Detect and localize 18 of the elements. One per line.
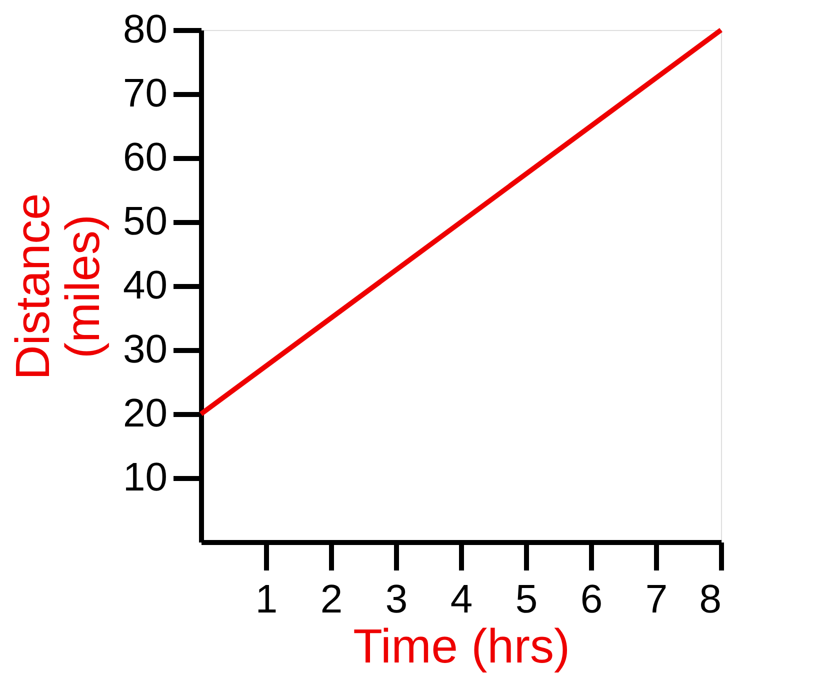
y-axis-title: Distance (miles) <box>7 193 110 380</box>
y-tick-label: 30 <box>123 328 168 372</box>
x-tick-label: 5 <box>515 578 538 622</box>
x-tick-label: 3 <box>385 578 408 622</box>
y-tick-label: 20 <box>123 392 168 436</box>
x-tick-label: 2 <box>320 578 343 622</box>
y-tick-label: 40 <box>123 264 168 308</box>
x-tick-label: 8 <box>699 578 722 622</box>
x-tick-label: 6 <box>580 578 603 622</box>
x-tick-label: 1 <box>255 578 278 622</box>
y-tick-label: 10 <box>123 456 168 500</box>
x-tick-label: 7 <box>645 578 668 622</box>
y-tick-label: 50 <box>123 200 168 244</box>
x-axis-title: Time (hrs) <box>353 620 570 674</box>
x-tick-label: 4 <box>450 578 473 622</box>
y-tick-label: 80 <box>123 8 168 52</box>
y-tick-label: 60 <box>123 136 168 180</box>
y-tick-label: 70 <box>123 72 168 116</box>
